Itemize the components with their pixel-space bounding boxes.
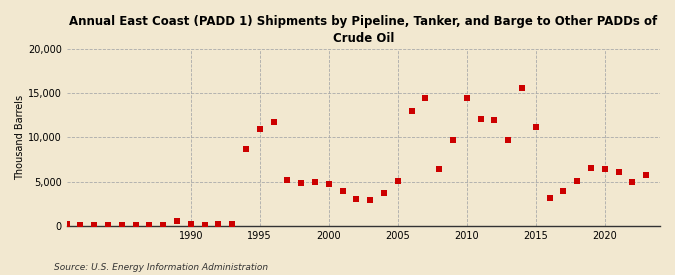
- Point: [489, 117, 500, 122]
- Point: [323, 182, 334, 186]
- Point: [434, 167, 445, 172]
- Point: [254, 126, 265, 131]
- Y-axis label: Thousand Barrels: Thousand Barrels: [15, 95, 25, 180]
- Point: [144, 223, 155, 227]
- Point: [516, 86, 527, 90]
- Point: [268, 120, 279, 125]
- Text: Source: U.S. Energy Information Administration: Source: U.S. Energy Information Administ…: [54, 263, 268, 272]
- Point: [558, 188, 569, 193]
- Point: [544, 195, 555, 200]
- Point: [627, 180, 638, 184]
- Point: [337, 189, 348, 194]
- Point: [406, 109, 417, 113]
- Point: [227, 222, 238, 226]
- Point: [213, 222, 223, 226]
- Point: [475, 117, 486, 121]
- Point: [420, 95, 431, 100]
- Title: Annual East Coast (PADD 1) Shipments by Pipeline, Tanker, and Barge to Other PAD: Annual East Coast (PADD 1) Shipments by …: [69, 15, 657, 45]
- Point: [88, 223, 99, 227]
- Point: [75, 223, 86, 227]
- Point: [448, 138, 458, 142]
- Point: [61, 222, 72, 226]
- Point: [282, 178, 293, 182]
- Point: [379, 191, 389, 195]
- Point: [531, 125, 541, 129]
- Point: [103, 223, 113, 228]
- Point: [116, 223, 127, 227]
- Point: [130, 223, 141, 228]
- Point: [351, 197, 362, 202]
- Point: [171, 219, 182, 224]
- Point: [586, 166, 597, 170]
- Point: [503, 138, 514, 142]
- Point: [613, 170, 624, 174]
- Point: [572, 178, 583, 183]
- Point: [310, 180, 321, 184]
- Point: [240, 147, 251, 151]
- Point: [641, 172, 651, 177]
- Point: [462, 96, 472, 101]
- Point: [364, 198, 375, 202]
- Point: [186, 222, 196, 226]
- Point: [599, 167, 610, 172]
- Point: [392, 178, 403, 183]
- Point: [158, 222, 169, 227]
- Point: [199, 223, 210, 227]
- Point: [296, 180, 306, 185]
